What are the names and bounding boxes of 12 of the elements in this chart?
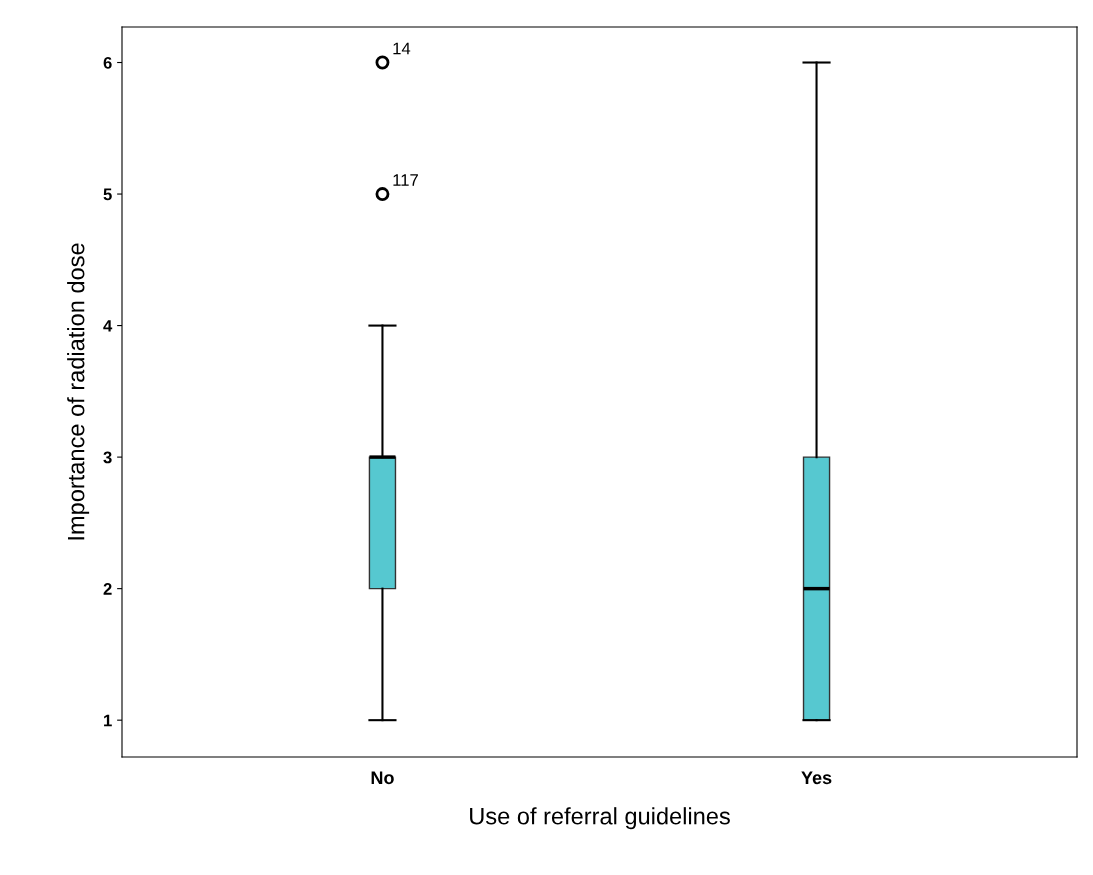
x-tick-label: Yes [801,771,832,785]
y-tick-label: 5 [103,188,112,201]
y-tick-label: 2 [103,583,112,595]
annotation: 117 [393,174,418,186]
x-tick-label: No [371,771,394,785]
y-tick-label: 6 [103,56,112,69]
annotation: 14 [393,42,411,55]
y-tick-label: 4 [103,320,113,332]
x-axis-title: Use of referral guidelines [470,807,730,830]
y-axis-title: Importance of radiation dose [67,243,90,540]
y-tick-label: 1 [104,714,112,727]
y-tick-label: 3 [103,451,112,464]
